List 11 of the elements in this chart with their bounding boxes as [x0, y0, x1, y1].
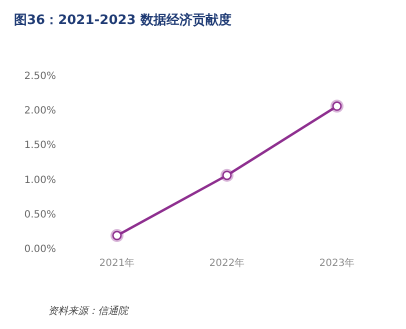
y-tick-label: 1.00% [24, 174, 56, 186]
y-tick-label: 0.00% [24, 244, 56, 255]
y-tick-label: 2.00% [24, 106, 56, 117]
x-tick-label: 2021年 [99, 257, 135, 269]
y-tick-label: 1.50% [24, 140, 56, 152]
y-tick-label: 0.50% [24, 209, 56, 220]
chart-title: 图36：2021-2023 数据经济贡献度 [14, 12, 232, 28]
text: 资料来源：信通院 [48, 305, 130, 317]
x-tick-label: 2022年 [209, 257, 245, 269]
y-tick-label: 2.50% [24, 71, 56, 82]
x-tick-label: 2023年 [319, 257, 355, 269]
